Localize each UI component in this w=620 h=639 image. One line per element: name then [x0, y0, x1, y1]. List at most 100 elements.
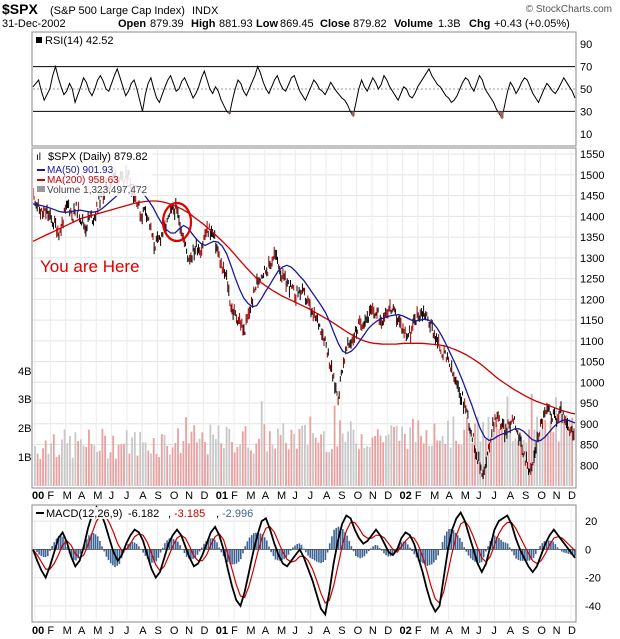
high-value: 881.93 [219, 18, 253, 30]
volume-bar [379, 435, 382, 486]
volume-bar [225, 426, 228, 486]
x-axis-label: F [47, 490, 54, 502]
macd-histogram-bar [153, 549, 155, 563]
ticker-symbol: $SPX [2, 1, 38, 17]
x-axis-label: M [246, 625, 255, 637]
volume-bar [241, 431, 244, 486]
x-axis-label: O [354, 625, 363, 637]
x-axis-label: 01 [216, 625, 228, 637]
macd-histogram-bar [138, 546, 140, 550]
macd-histogram-bar [159, 549, 162, 553]
macd-tick-label: -40 [585, 601, 601, 613]
volume-bar [565, 415, 568, 486]
volume-bar [250, 450, 252, 486]
macd-histogram-bar [109, 549, 112, 564]
macd-histogram-bar [235, 549, 238, 564]
volume-bar [109, 452, 112, 486]
x-axis-label: J [109, 490, 115, 502]
volume-bar [182, 441, 185, 486]
volume-bar [428, 445, 430, 486]
macd-histogram-bar [385, 549, 387, 556]
volume-bar [239, 444, 241, 486]
volume-bar [152, 438, 155, 486]
volume-bar [493, 422, 495, 486]
macd-histogram-bar [261, 534, 264, 550]
volume-tick-label: 2B [18, 423, 31, 435]
volume-bar [42, 448, 44, 486]
price-tick-label: 1000 [580, 377, 604, 389]
macd-histogram-bar [53, 542, 56, 550]
x-axis-label: S [155, 625, 162, 637]
macd-histogram-bar [315, 549, 318, 562]
volume-bar [139, 431, 142, 486]
volume-bar [77, 441, 79, 486]
volume-bar [98, 450, 101, 486]
macd-histogram-bar [515, 549, 517, 559]
macd-histogram-bar [162, 547, 164, 550]
macd-histogram-bar [155, 549, 157, 562]
macd-histogram-bar [281, 549, 283, 561]
macd-histogram-bar [554, 544, 557, 550]
volume-bar [101, 428, 104, 486]
volume-bar [79, 439, 82, 486]
x-axis-label: M [93, 490, 102, 502]
volume-bar [160, 434, 163, 486]
macd-histogram-bar [524, 549, 526, 561]
volume-bar [52, 434, 55, 486]
macd-histogram-bar [105, 549, 108, 557]
macd-histogram-bar [231, 549, 233, 565]
price-tick-label: 1200 [580, 294, 604, 306]
volume-bar [355, 443, 358, 486]
macd-histogram-bar [307, 549, 309, 556]
volume-bar [476, 416, 479, 486]
macd-histogram-bar [571, 549, 574, 556]
chart-header: $SPX (S&P 500 Large Cap Index) INDX © St… [2, 1, 612, 30]
x-axis-label: J [308, 625, 314, 637]
volume-bar [436, 440, 439, 486]
macd-histogram-bar [532, 549, 535, 558]
macd-tick-label: -20 [585, 573, 601, 585]
x-axis-label: S [338, 625, 345, 637]
macd-histogram-bar [398, 545, 400, 550]
volume-bar [517, 440, 520, 486]
macd-histogram-bar [487, 546, 489, 550]
x-axis-label: F [231, 490, 238, 502]
volume-bar [206, 454, 209, 486]
volume-bar [214, 439, 217, 486]
volume-bar [482, 421, 484, 486]
macd-histogram-bar [107, 549, 110, 561]
volume-bar [412, 418, 414, 486]
x-axis-label: D [200, 625, 208, 637]
macd-histogram-bar [237, 549, 240, 562]
you-are-here-circle [161, 201, 193, 243]
macd-histogram-bar [44, 549, 47, 557]
volume-bar [536, 416, 538, 486]
macd-histogram-bar [548, 540, 550, 550]
volume-bar [349, 421, 352, 486]
copyright-text: © StockCharts.com [526, 4, 612, 15]
volume-bar [271, 445, 274, 486]
macd-histogram-bar [339, 527, 342, 550]
macd-histogram-bar [402, 541, 405, 550]
volume-tick-label: 3B [18, 394, 31, 406]
macd-histogram-bar [257, 532, 259, 550]
macd-histogram-bar [38, 549, 40, 555]
macd-histogram-bar [229, 549, 231, 564]
macd-histogram-bar [328, 543, 331, 550]
macd-histogram-bar [409, 547, 411, 550]
volume-bar [441, 435, 444, 486]
macd-histogram-bar [506, 543, 509, 550]
x-axis-label: A [78, 625, 86, 637]
volume-bar [525, 442, 528, 486]
price-legend-bg [34, 150, 152, 196]
volume-bar [155, 454, 158, 486]
x-axis-label: A [445, 625, 453, 637]
rsi-tick-label: 90 [580, 39, 592, 51]
macd-tick-label: 0 [585, 544, 591, 556]
volume-bar [393, 426, 395, 486]
price-legend: ıl $SPX (Daily) 879.82 MA(50) 901.93 MA(… [34, 150, 152, 196]
macd-histogram-bar [535, 549, 537, 554]
macd-histogram-bar [129, 542, 131, 550]
macd-histogram-bar [404, 541, 407, 550]
